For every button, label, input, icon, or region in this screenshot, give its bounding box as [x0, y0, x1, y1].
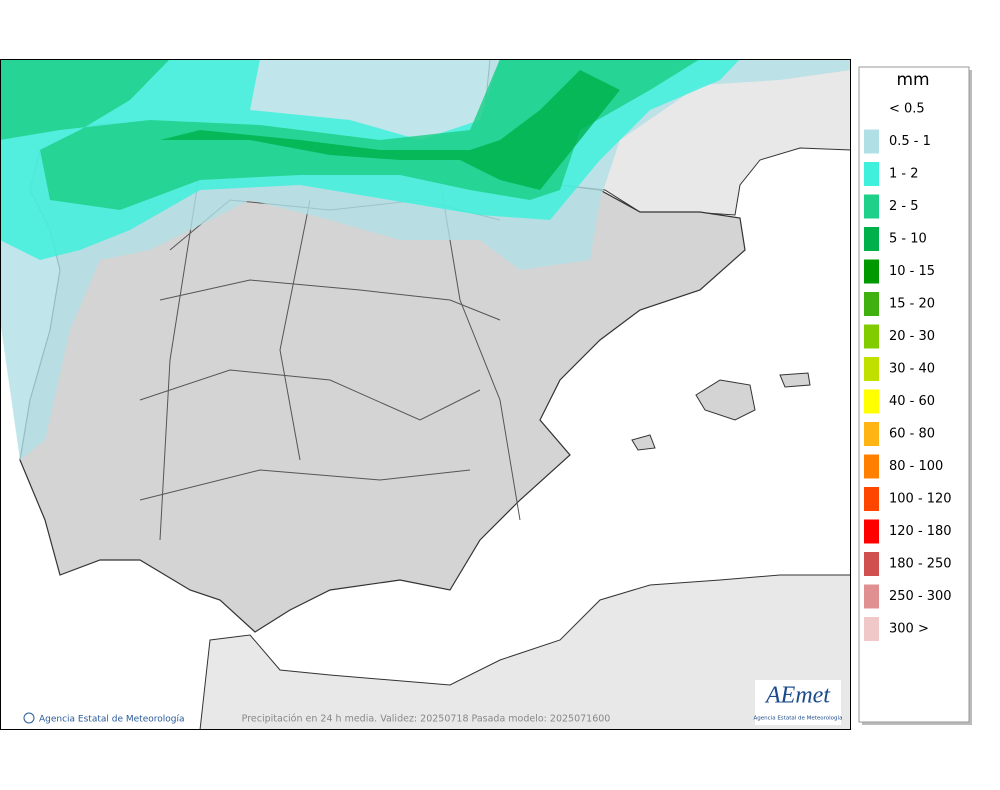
- legend-label: 10 - 15: [889, 264, 935, 279]
- legend-swatch: [864, 422, 879, 446]
- legend-label: 60 - 80: [889, 427, 935, 442]
- legend-swatch: [864, 259, 879, 284]
- legend: < 0.5 0.5 - 1 1 - 2 2 - 5 5 - 10 10 - 15 15 - …: [864, 102, 952, 641]
- legend-label: 250 - 300: [889, 589, 952, 604]
- logo-box: [755, 680, 841, 725]
- precip-5-10: [160, 70, 620, 190]
- legend-swatch: [864, 584, 879, 609]
- legend-swatch: [864, 162, 879, 186]
- legend-label: 100 - 120: [889, 492, 952, 507]
- legend-label: 30 - 40: [889, 362, 935, 377]
- legend-swatch: [864, 194, 879, 219]
- legend-swatch: [864, 552, 879, 576]
- legend-swatch: [864, 292, 879, 316]
- legend-label: 80 - 100: [889, 459, 943, 474]
- legend-swatch: [864, 487, 879, 511]
- legend-label: 20 - 30: [889, 329, 935, 344]
- legend-swatch: [864, 357, 879, 381]
- legend-swatch: [864, 324, 879, 349]
- legend-label: 180 - 250: [889, 557, 952, 572]
- legend-label: 5 - 10: [889, 232, 927, 247]
- copyright-icon: [23, 712, 35, 724]
- legend-swatch: [864, 227, 879, 251]
- legend-label: 1 - 2: [889, 167, 919, 182]
- legend-label: 15 - 20: [889, 297, 935, 312]
- map-frame: [0, 59, 851, 730]
- legend-swatch: [864, 519, 879, 544]
- africa: [199, 574, 851, 730]
- legend-swatch: [864, 454, 879, 479]
- legend-swatch: [864, 617, 879, 641]
- legend-label: 300 >: [889, 622, 929, 637]
- legend-label: < 0.5: [889, 102, 925, 117]
- logo: AEmet: [764, 683, 831, 709]
- legend-label: 40 - 60: [889, 394, 935, 409]
- legend-label: 120 - 180: [889, 524, 952, 539]
- footer: Precipitación en 24 h media. Validez: 20…: [242, 714, 611, 725]
- legend-title: mm: [896, 70, 929, 90]
- islands: [631, 372, 811, 451]
- legend-swatch: [864, 389, 879, 414]
- legend-label: 0.5 - 1: [889, 134, 931, 149]
- credit: Agencia Estatal de Meteorología: [39, 715, 185, 725]
- legend-swatch: [864, 129, 879, 154]
- map: [0, 59, 851, 730]
- legend-label: 2 - 5: [889, 199, 919, 214]
- logo-subtitle: Agencia Estatal de Meteorología: [754, 715, 843, 722]
